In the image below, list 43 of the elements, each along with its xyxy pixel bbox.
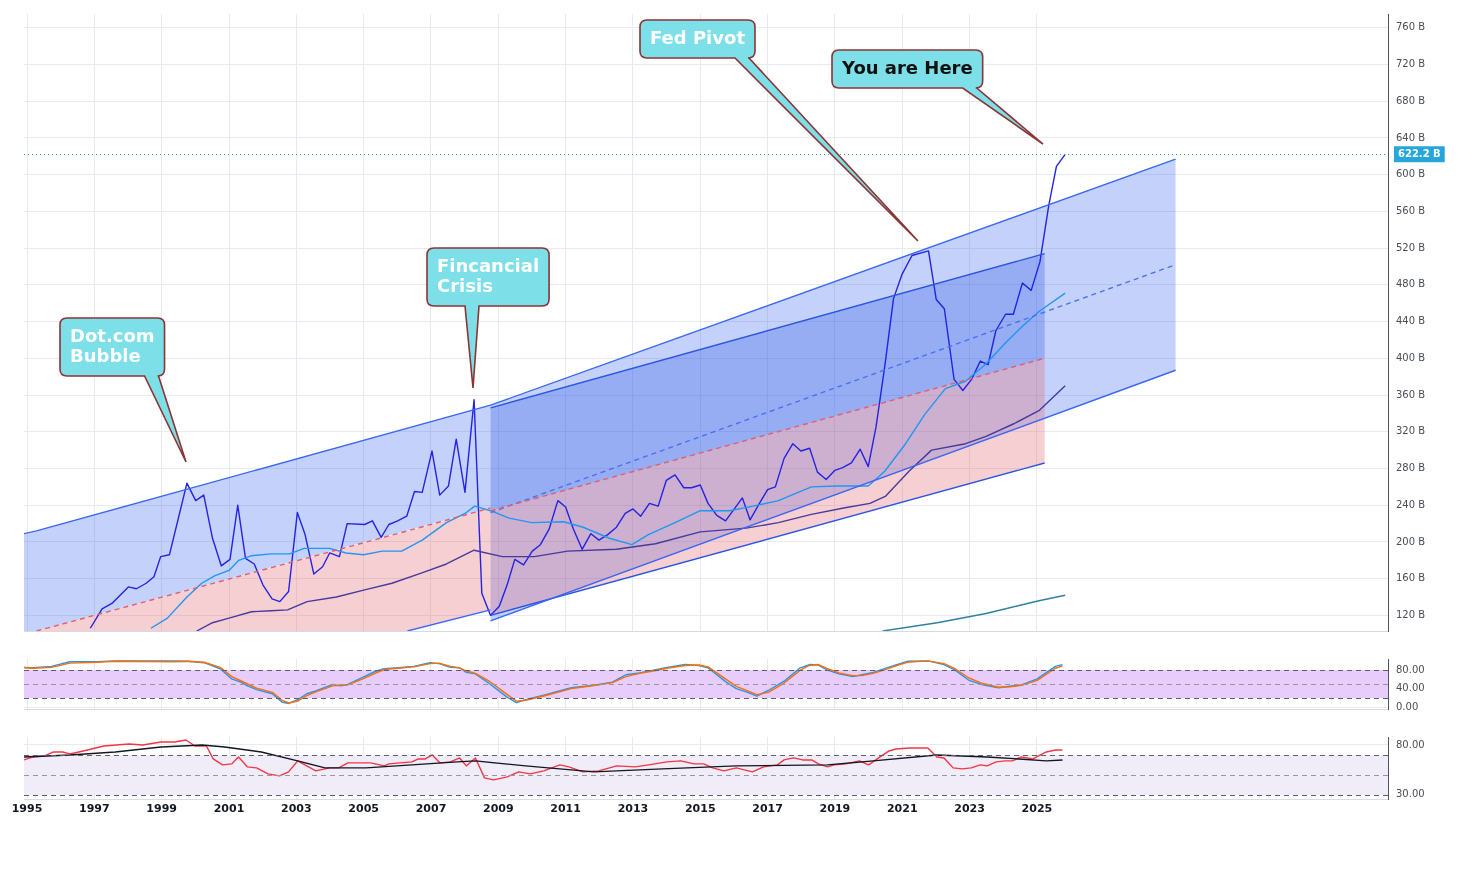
x-tick-label: 2005: [348, 802, 379, 816]
x-tick-label: 2013: [617, 802, 649, 816]
y-tick-label: 640 B: [1396, 131, 1426, 143]
y-tick-label: 30.00: [1396, 788, 1425, 800]
y-tick-label: 360 B: [1396, 388, 1426, 400]
x-tick-label: 2007: [415, 802, 447, 816]
y-tick-label: 0.00: [1396, 700, 1419, 712]
y-tick-label: 760 B: [1396, 21, 1426, 33]
y-tick-label: 600 B: [1396, 168, 1426, 180]
x-tick-label: 1997: [79, 802, 110, 816]
y-tick-label: 160 B: [1396, 572, 1426, 584]
x-tick-label: 2015: [684, 802, 716, 816]
x-tick-label: 1995: [11, 802, 43, 816]
y-tick-label: 280 B: [1396, 462, 1426, 474]
y-tick-label: 400 B: [1396, 351, 1426, 363]
annotation: Fincancial Crisis: [437, 255, 540, 296]
y-tick-label: 680 B: [1396, 94, 1426, 106]
annotation: Dot.com Bubble: [70, 325, 155, 366]
x-tick-label: 2017: [752, 802, 783, 816]
y-tick-label: 80.00: [1396, 663, 1425, 675]
annotation: Fed Pivot: [650, 27, 746, 48]
x-tick-label: 2019: [819, 802, 851, 816]
annotation: You are Here: [841, 57, 973, 78]
y-tick-label: 120 B: [1396, 608, 1426, 620]
x-tick-label: 2011: [550, 802, 581, 816]
y-tick-label: 720 B: [1396, 58, 1426, 70]
y-tick-label: 40.00: [1396, 682, 1425, 694]
x-tick-label: 2009: [482, 802, 514, 816]
ref-line-label: 622.2 B: [1398, 147, 1441, 159]
y-tick-label: 520 B: [1396, 241, 1426, 253]
y-tick-label: 240 B: [1396, 498, 1426, 510]
x-tick-label: 2023: [954, 802, 985, 816]
x-tick-label: 2003: [281, 802, 312, 816]
x-tick-label: 2025: [1021, 802, 1053, 816]
x-tick-label: 2021: [886, 802, 918, 816]
y-tick-label: 200 B: [1396, 535, 1426, 547]
y-tick-label: 480 B: [1396, 278, 1426, 290]
y-tick-label: 560 B: [1396, 205, 1426, 216]
x-tick-label: 2001: [213, 802, 245, 816]
x-tick-label: 1999: [146, 802, 177, 816]
y-tick-label: 320 B: [1396, 425, 1426, 437]
y-tick-label: 440 B: [1396, 315, 1426, 327]
y-tick-label: 80.00: [1396, 738, 1425, 750]
